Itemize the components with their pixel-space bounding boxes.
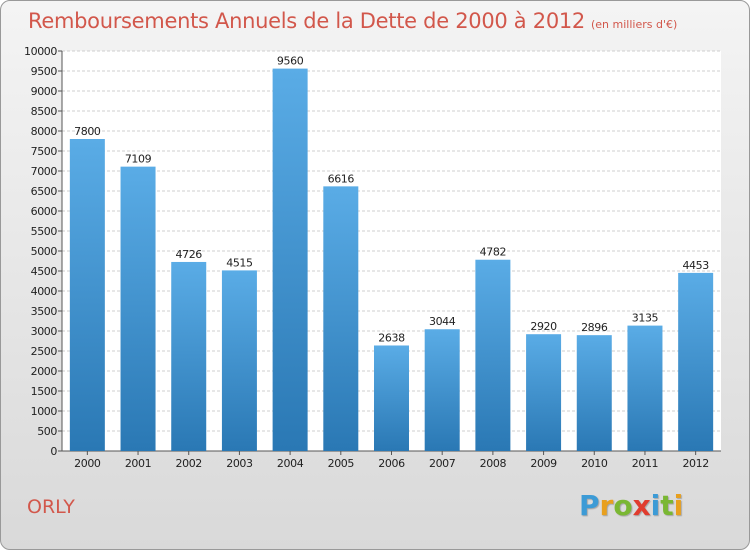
y-tick-label: 7500	[31, 145, 58, 158]
bar-value-label: 2638	[378, 331, 405, 344]
bar	[576, 335, 612, 451]
logo-letter: r	[599, 489, 614, 522]
x-tick-label: 2000	[74, 457, 101, 470]
bar	[374, 345, 409, 451]
y-tick-label: 8000	[31, 125, 58, 138]
bar	[323, 186, 359, 452]
chart-subtitle: (en milliers d'€)	[591, 18, 678, 31]
bar	[120, 166, 156, 451]
chart-title: Remboursements Annuels de la Dette de 20…	[28, 9, 677, 33]
y-tick-label: 5500	[31, 225, 58, 238]
y-tick-label: 4500	[31, 265, 58, 278]
bar-value-label: 4782	[480, 246, 506, 259]
y-tick-label: 9500	[31, 65, 58, 78]
logo-letter: o	[613, 489, 633, 522]
bar	[69, 139, 105, 451]
bar-value-label: 4515	[226, 256, 253, 269]
logo-letter: i	[650, 489, 661, 522]
bar-value-label: 2920	[530, 320, 557, 333]
y-tick-label: 1000	[31, 405, 58, 418]
y-tick-label: 6000	[31, 205, 58, 218]
bar-value-label: 7800	[74, 125, 101, 138]
bar-value-label: 3135	[632, 312, 659, 325]
bar-value-label: 7109	[125, 153, 152, 166]
x-tick-label: 2006	[378, 457, 405, 470]
logo-letter: i	[673, 489, 684, 522]
bar-value-label: 9560	[277, 55, 304, 68]
proxiti-logo: Proxiti	[579, 489, 683, 522]
x-tick-label: 2001	[125, 457, 151, 470]
bar	[171, 261, 207, 451]
x-tick-label: 2002	[176, 457, 202, 470]
y-tick-label: 500	[37, 425, 57, 438]
logo-letter: P	[579, 489, 600, 522]
y-tick-label: 3500	[31, 305, 58, 318]
y-tick-label: 9000	[31, 85, 58, 98]
bar-value-label: 3044	[429, 315, 456, 328]
bar-value-label: 4726	[176, 248, 203, 261]
x-tick-label: 2003	[226, 457, 253, 470]
bar	[221, 270, 257, 451]
y-tick-label: 2500	[31, 345, 58, 358]
chart-title-text: Remboursements Annuels de la Dette de 20…	[28, 9, 585, 33]
y-tick-label: 7000	[31, 165, 58, 178]
bar	[526, 334, 562, 451]
x-tick-label: 2004	[277, 457, 304, 470]
y-tick-label: 4000	[31, 285, 58, 298]
logo-letter: t	[660, 489, 674, 522]
bar-value-label: 6616	[328, 172, 355, 185]
y-tick-label: 6500	[31, 185, 58, 198]
bar-value-label: 2896	[581, 321, 608, 334]
x-tick-label: 2008	[480, 457, 507, 470]
bar	[272, 68, 308, 451]
y-tick-label: 3000	[31, 325, 58, 338]
y-tick-label: 5000	[31, 245, 58, 258]
y-tick-label: 8500	[31, 105, 58, 118]
x-tick-label: 2005	[328, 457, 355, 470]
x-tick-label: 2007	[429, 457, 456, 470]
bar	[475, 259, 511, 451]
y-tick-label: 1500	[31, 385, 58, 398]
x-tick-label: 2010	[581, 457, 608, 470]
x-tick-label: 2011	[632, 457, 658, 470]
y-tick-label: 10000	[24, 45, 57, 58]
bar	[627, 325, 663, 451]
logo-letter: x	[632, 489, 651, 522]
bar	[678, 272, 714, 451]
bar-value-label: 4453	[682, 259, 709, 272]
y-tick-label: 0	[50, 445, 57, 458]
x-tick-label: 2012	[682, 457, 708, 470]
x-tick-label: 2009	[530, 457, 557, 470]
y-tick-label: 2000	[31, 365, 58, 378]
bar	[424, 329, 460, 451]
city-name: ORLY	[27, 496, 75, 518]
